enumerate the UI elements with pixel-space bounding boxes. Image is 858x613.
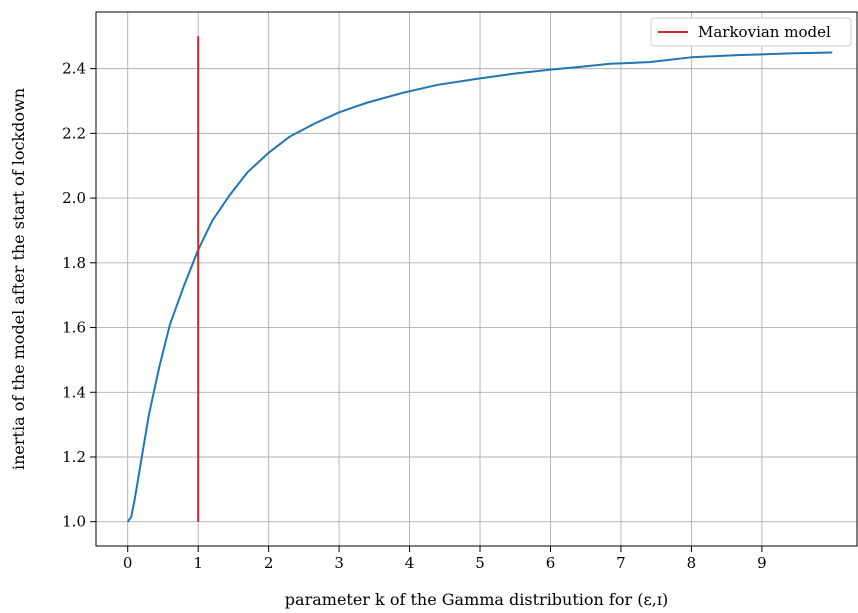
y-tick-label: 2.2 [62,124,86,142]
y-tick-label: 1.4 [62,383,86,401]
x-tick-label: 0 [123,554,133,572]
x-tick-label: 6 [546,554,556,572]
x-tick-label: 1 [193,554,203,572]
x-tick-label: 4 [405,554,415,572]
plot-frame [95,11,858,547]
y-tick-label: 1.0 [62,513,86,531]
ticks: 0 1 2 3 4 5 6 7 8 9 1.0 1.2 1.4 1.6 1.8 2.0 2.2 2.4 [62,60,767,572]
y-tick-label: 1.2 [62,448,86,466]
series-inertia-line [126,51,833,523]
x-axis-label: parameter k of the Gamma distribution fo… [285,590,668,609]
y-tick-label: 1.8 [62,254,86,272]
x-tick-label: 5 [475,554,485,572]
x-tick-label: 9 [757,554,767,572]
y-tick-label: 2.0 [62,189,86,207]
x-tick-label: 2 [264,554,274,572]
y-tick-label: 2.4 [62,60,86,78]
x-tick-label: 7 [616,554,626,572]
legend-entry-markovian: Markovian model [698,23,831,41]
legend-box [650,17,852,47]
grid [96,12,857,546]
y-tick-label: 1.6 [62,319,86,337]
x-tick-label: 8 [687,554,697,572]
x-tick-label: 3 [334,554,344,572]
y-axis-label: inertia of the model after the start of … [9,88,28,470]
series-layer [126,36,833,523]
legend: Markovian model [650,17,852,47]
